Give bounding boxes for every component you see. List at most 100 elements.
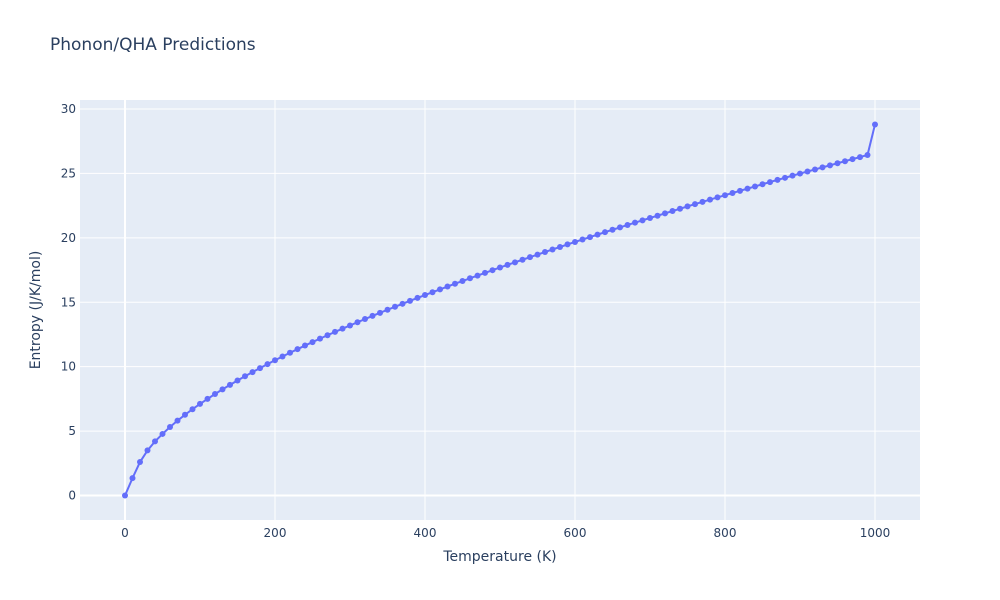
data-point[interactable]	[759, 181, 766, 188]
data-point[interactable]	[144, 447, 151, 454]
data-point[interactable]	[407, 297, 413, 304]
data-point[interactable]	[497, 264, 503, 271]
data-point[interactable]	[752, 183, 758, 190]
data-point[interactable]	[302, 342, 308, 349]
data-point[interactable]	[632, 219, 638, 226]
data-point[interactable]	[212, 391, 218, 397]
data-point[interactable]	[827, 162, 833, 169]
data-point[interactable]	[737, 187, 743, 194]
data-point[interactable]	[729, 190, 736, 197]
data-point[interactable]	[129, 475, 136, 482]
data-point[interactable]	[392, 303, 398, 310]
data-point[interactable]	[797, 170, 803, 177]
data-point[interactable]	[587, 234, 593, 241]
data-point[interactable]	[572, 238, 578, 245]
data-point[interactable]	[714, 194, 721, 201]
data-point[interactable]	[429, 289, 436, 296]
data-point[interactable]	[789, 172, 796, 179]
data-point[interactable]	[339, 325, 346, 332]
data-point[interactable]	[249, 369, 256, 376]
data-point[interactable]	[369, 312, 376, 319]
data-point[interactable]	[354, 319, 361, 326]
data-point[interactable]	[159, 430, 166, 437]
data-point[interactable]	[639, 217, 646, 224]
data-point[interactable]	[399, 300, 406, 307]
data-point[interactable]	[347, 322, 353, 329]
data-point[interactable]	[662, 210, 668, 217]
data-point[interactable]	[842, 158, 848, 165]
data-point[interactable]	[534, 251, 541, 258]
data-point[interactable]	[609, 226, 616, 233]
data-point[interactable]	[647, 215, 653, 222]
data-point[interactable]	[294, 346, 301, 353]
data-point[interactable]	[122, 492, 128, 499]
data-point[interactable]	[654, 212, 661, 219]
data-point[interactable]	[594, 231, 601, 238]
data-point[interactable]	[849, 156, 856, 163]
data-point[interactable]	[602, 229, 608, 236]
data-point[interactable]	[174, 417, 181, 424]
data-point[interactable]	[564, 241, 571, 248]
data-point[interactable]	[452, 280, 458, 287]
data-point[interactable]	[527, 254, 533, 261]
data-point[interactable]	[512, 259, 518, 266]
data-point[interactable]	[474, 272, 481, 279]
data-point[interactable]	[227, 381, 233, 388]
data-point[interactable]	[384, 306, 391, 313]
data-point[interactable]	[234, 377, 241, 384]
data-point[interactable]	[767, 179, 773, 186]
data-point[interactable]	[519, 256, 526, 263]
data-point[interactable]	[204, 395, 211, 402]
data-point[interactable]	[287, 349, 293, 356]
data-point[interactable]	[152, 438, 158, 445]
data-point[interactable]	[857, 154, 863, 161]
data-point[interactable]	[437, 286, 443, 293]
data-point[interactable]	[684, 203, 691, 210]
data-point[interactable]	[362, 316, 368, 323]
data-point[interactable]	[482, 269, 488, 276]
data-point[interactable]	[309, 339, 316, 346]
data-point[interactable]	[489, 267, 496, 274]
data-point[interactable]	[677, 205, 683, 212]
data-point[interactable]	[377, 309, 383, 316]
data-point[interactable]	[707, 196, 713, 203]
data-point[interactable]	[467, 275, 473, 282]
data-point[interactable]	[459, 278, 466, 285]
data-point[interactable]	[864, 152, 871, 159]
data-point[interactable]	[669, 208, 676, 215]
data-point[interactable]	[804, 168, 811, 175]
data-point[interactable]	[722, 192, 728, 199]
data-point[interactable]	[167, 423, 173, 430]
data-point[interactable]	[137, 459, 143, 466]
data-point[interactable]	[504, 261, 511, 268]
data-point[interactable]	[542, 249, 548, 256]
data-point[interactable]	[549, 246, 556, 253]
data-point[interactable]	[774, 176, 781, 183]
data-point[interactable]	[624, 221, 631, 228]
data-point[interactable]	[834, 160, 841, 167]
data-point[interactable]	[812, 166, 818, 173]
data-point[interactable]	[617, 224, 623, 231]
data-point[interactable]	[699, 198, 706, 205]
data-point[interactable]	[872, 121, 878, 128]
data-point[interactable]	[557, 244, 563, 250]
data-point[interactable]	[782, 174, 788, 181]
data-point[interactable]	[197, 400, 203, 407]
data-point[interactable]	[279, 353, 286, 360]
data-point[interactable]	[257, 365, 263, 372]
data-point[interactable]	[744, 185, 751, 192]
data-point[interactable]	[324, 332, 331, 339]
data-point[interactable]	[317, 335, 323, 342]
data-point[interactable]	[189, 406, 196, 413]
data-point[interactable]	[444, 283, 451, 290]
data-point[interactable]	[819, 164, 826, 171]
data-point[interactable]	[332, 328, 338, 335]
data-point[interactable]	[272, 357, 278, 364]
data-point[interactable]	[422, 292, 428, 299]
data-point[interactable]	[182, 411, 188, 418]
data-point[interactable]	[414, 294, 421, 301]
data-point[interactable]	[264, 361, 271, 368]
data-point[interactable]	[579, 236, 586, 243]
data-point[interactable]	[219, 386, 226, 393]
data-point[interactable]	[692, 201, 698, 208]
